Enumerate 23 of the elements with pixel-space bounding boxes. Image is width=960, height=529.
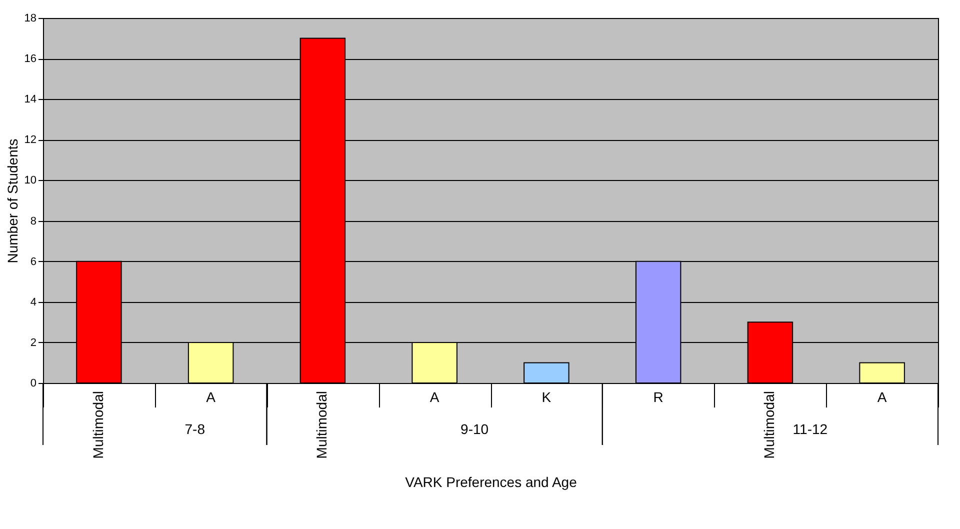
x-tick-label: A bbox=[877, 389, 888, 405]
x-tick-label: A bbox=[430, 389, 440, 405]
y-tick-label: 10 bbox=[24, 174, 36, 187]
y-tick-label: 4 bbox=[30, 296, 36, 308]
y-tick-label: 14 bbox=[24, 94, 36, 106]
x-tick-label: Multimodal bbox=[761, 391, 778, 459]
x-tick-label: R bbox=[653, 389, 664, 405]
y-tick-label: 2 bbox=[30, 336, 36, 349]
y-tick-label: 18 bbox=[24, 12, 36, 24]
y-axis-title: Number of Students bbox=[4, 138, 20, 264]
x-tick-label: Multimodal bbox=[314, 391, 330, 459]
text: 9-10 bbox=[460, 421, 489, 437]
x-axis-title: VARK Preferences and Age bbox=[405, 474, 578, 490]
x-tick-label: Multimodal bbox=[90, 391, 106, 459]
text: 7-8 bbox=[184, 421, 206, 437]
y-tick-label: 16 bbox=[24, 53, 36, 66]
y-tick-label: 8 bbox=[30, 215, 36, 228]
x-tick-label: K bbox=[542, 389, 552, 405]
text: 11-12 bbox=[792, 421, 828, 437]
x-tick-label: A bbox=[206, 389, 216, 405]
y-tick-label: 6 bbox=[30, 256, 36, 268]
y-tick-label: 12 bbox=[24, 134, 36, 146]
y-tick-label: 0 bbox=[30, 378, 36, 390]
